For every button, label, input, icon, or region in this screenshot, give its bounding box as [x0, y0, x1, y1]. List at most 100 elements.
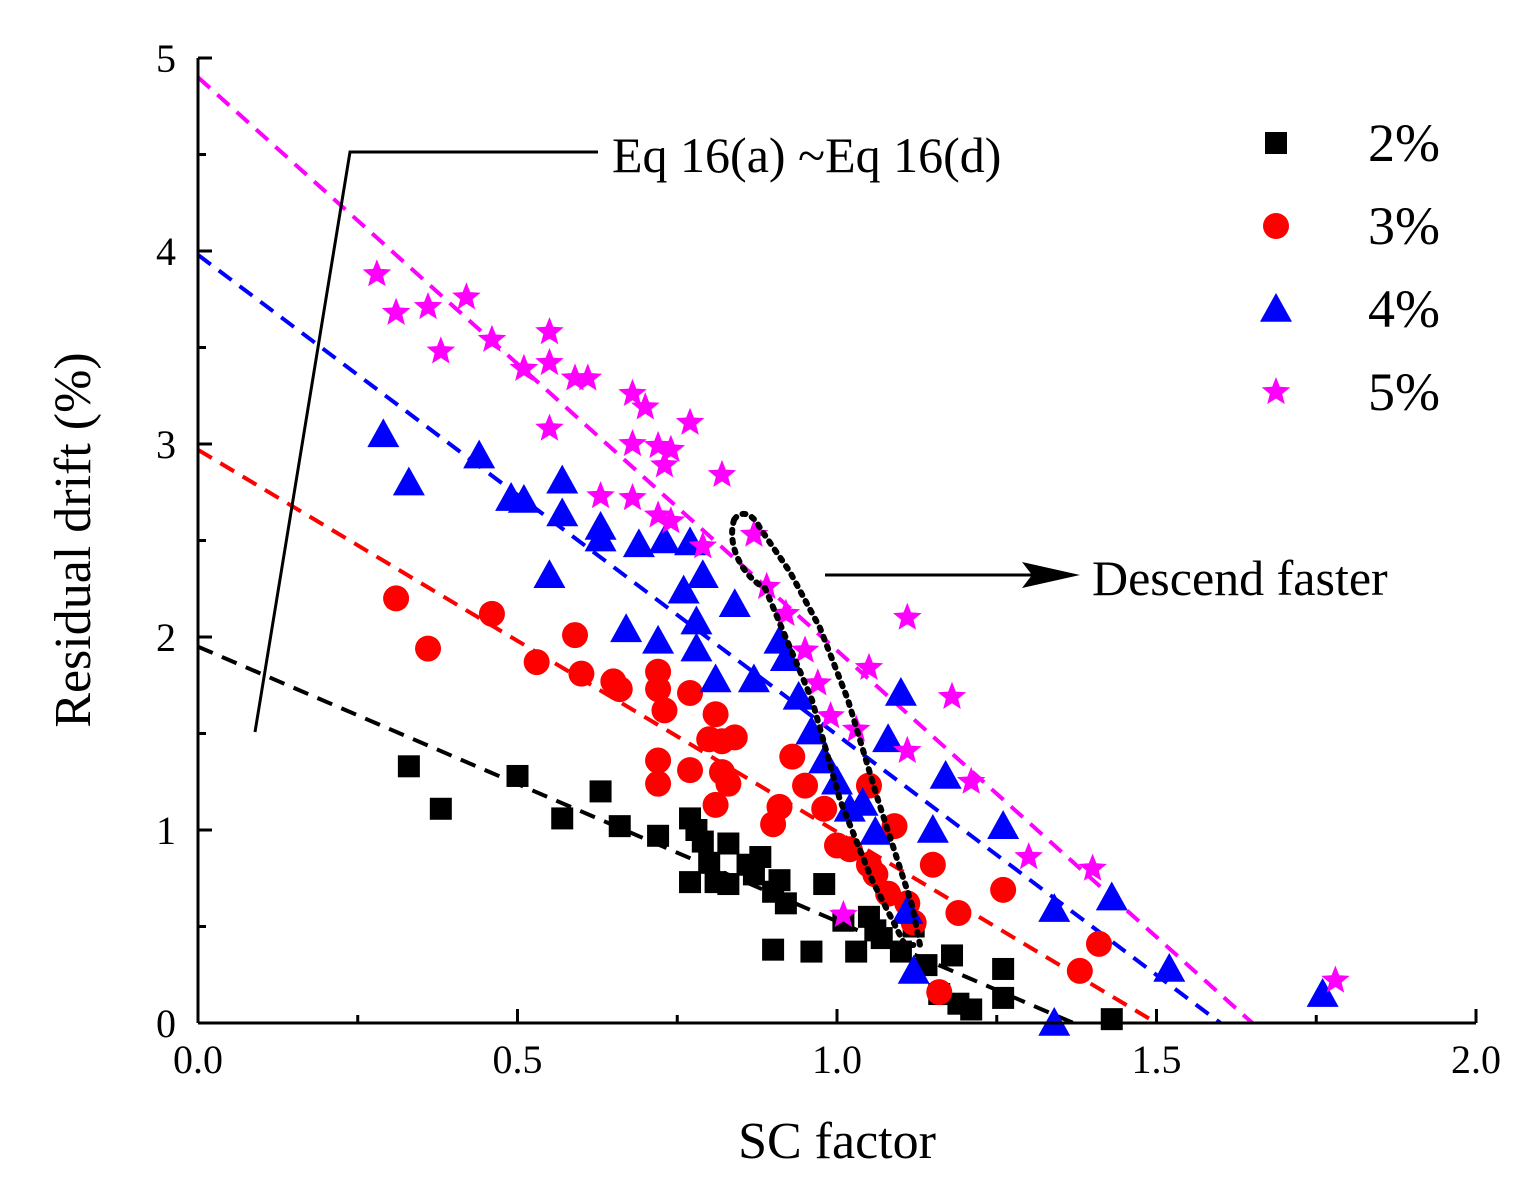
point-2pct — [691, 830, 714, 853]
legend-label: 3% — [1368, 196, 1440, 256]
point-2pct — [941, 944, 964, 967]
point-4pct — [929, 759, 962, 789]
point-5pct — [707, 459, 737, 487]
point-5pct — [803, 668, 833, 696]
x-tick-label: 2.0 — [1451, 1037, 1501, 1082]
point-4pct — [1306, 978, 1339, 1007]
point-4pct — [1153, 952, 1186, 982]
point-5pct — [643, 500, 673, 528]
point-2pct — [992, 986, 1015, 1009]
point-4pct — [884, 676, 917, 706]
point-3pct — [715, 770, 742, 797]
point-2pct — [768, 869, 791, 892]
point-5pct — [618, 378, 647, 406]
point-3pct — [478, 600, 505, 627]
point-2pct — [992, 957, 1015, 980]
point-5pct — [650, 450, 679, 478]
point-5pct — [413, 292, 443, 320]
point-5pct — [739, 519, 769, 547]
point-4pct — [546, 464, 579, 494]
point-4pct — [463, 439, 496, 469]
point-4pct — [546, 497, 579, 527]
point-5pct — [956, 766, 986, 794]
point-4pct — [718, 588, 751, 617]
point-3pct — [919, 851, 946, 878]
descend-annotation: Descend faster — [1092, 550, 1388, 606]
equation-annotation: Eq 16(a) ~Eq 16(d) — [612, 127, 1001, 183]
point-5pct — [752, 571, 781, 599]
point-5pct — [618, 429, 647, 457]
point-4pct — [533, 559, 566, 589]
point-5pct — [586, 481, 615, 509]
fit-line-3pct — [198, 448, 1158, 1023]
point-3pct — [702, 791, 729, 818]
point-3pct — [677, 757, 704, 784]
point-4pct — [648, 524, 681, 554]
point-5pct — [675, 407, 705, 435]
point-2pct — [800, 940, 823, 963]
y-tick-label: 5 — [156, 36, 176, 81]
point-5pct — [631, 392, 660, 420]
legend-marker-2pct — [1265, 132, 1287, 154]
point-3pct — [568, 660, 595, 687]
point-5pct — [937, 681, 967, 709]
point-3pct — [383, 585, 410, 612]
point-2pct — [813, 873, 836, 896]
descend-region-outline — [729, 510, 924, 948]
point-2pct — [749, 846, 772, 869]
point-5pct — [829, 899, 858, 928]
legend-marker-3pct — [1263, 213, 1289, 239]
point-5pct — [656, 506, 686, 534]
point-2pct — [717, 873, 740, 896]
point-5pct — [535, 347, 564, 376]
point-5pct — [688, 531, 718, 559]
point-5pct — [816, 701, 845, 729]
point-5pct — [452, 282, 481, 310]
point-4pct — [916, 814, 949, 843]
point-4pct — [699, 663, 732, 693]
descend-arrow-head — [1022, 562, 1080, 588]
point-3pct — [606, 676, 633, 703]
point-2pct — [742, 863, 765, 886]
point-4pct — [367, 418, 400, 448]
point-4pct — [507, 483, 540, 513]
point-5pct — [790, 635, 820, 663]
point-5pct — [893, 602, 922, 630]
point-4pct — [680, 632, 713, 662]
point-5pct — [535, 413, 564, 441]
legend-label: 5% — [1368, 362, 1440, 422]
point-4pct — [859, 815, 892, 845]
point-2pct — [845, 940, 868, 963]
point-3pct — [702, 701, 729, 728]
legend: 2% 3% 4% 5% — [1260, 113, 1440, 422]
point-5pct — [573, 363, 603, 391]
point-5pct — [426, 336, 456, 364]
point-2pct — [589, 780, 612, 803]
point-3pct — [562, 622, 589, 649]
point-4pct — [737, 663, 770, 693]
point-2pct — [889, 940, 912, 963]
point-2pct — [870, 927, 893, 950]
point-4pct — [1095, 881, 1128, 911]
point-4pct — [1038, 893, 1071, 922]
y-tick-label: 4 — [156, 229, 176, 274]
point-4pct — [1038, 1007, 1071, 1036]
point-3pct — [645, 676, 672, 703]
point-3pct — [677, 679, 704, 706]
x-tick-label: 0.5 — [493, 1037, 543, 1082]
point-5pct — [1078, 853, 1107, 881]
legend-marker-4pct — [1260, 293, 1292, 322]
point-3pct — [990, 876, 1017, 903]
point-2pct — [698, 851, 721, 874]
x-tick-label: 1.5 — [1132, 1037, 1182, 1082]
point-2pct — [1100, 1008, 1123, 1031]
point-5pct — [854, 652, 884, 680]
point-5pct — [509, 353, 539, 381]
point-4pct — [584, 522, 617, 552]
point-4pct — [987, 810, 1020, 839]
point-5pct — [477, 324, 507, 352]
point-3pct — [1066, 957, 1093, 984]
point-2pct — [397, 755, 420, 778]
point-3pct — [523, 649, 550, 676]
y-tick-label: 3 — [156, 422, 176, 467]
